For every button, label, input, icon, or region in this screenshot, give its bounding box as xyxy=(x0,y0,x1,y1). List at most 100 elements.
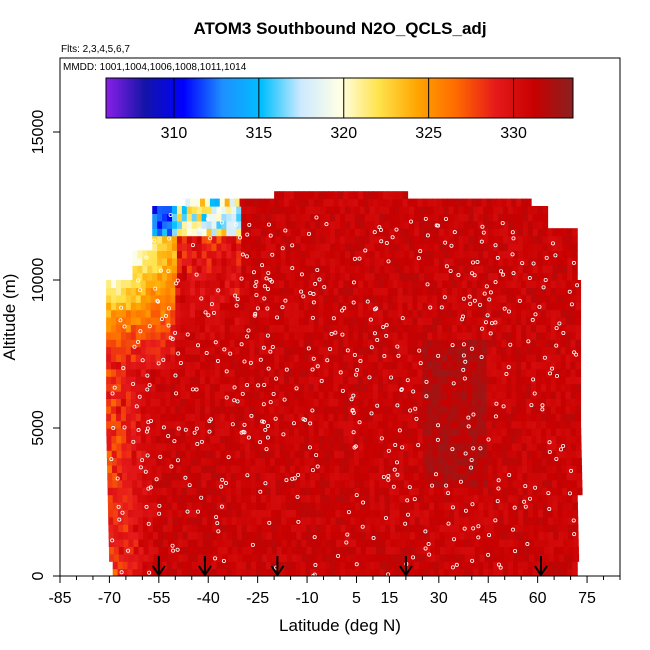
heatmap-cell xyxy=(442,331,448,340)
heatmap-cell xyxy=(205,442,211,451)
heatmap-cell xyxy=(414,235,420,244)
heatmap-cell xyxy=(516,302,522,311)
heatmap-cell xyxy=(279,405,285,414)
heatmap-cell xyxy=(109,553,115,562)
heatmap-cell xyxy=(545,287,552,296)
sample-point xyxy=(493,243,498,248)
heatmap-cell xyxy=(349,213,356,222)
heatmap-cell xyxy=(364,272,371,281)
heatmap-cell xyxy=(540,280,547,288)
heatmap-cell xyxy=(298,428,305,436)
heatmap-cell xyxy=(511,398,517,407)
heatmap-cell xyxy=(153,531,159,540)
heatmap-cell xyxy=(229,346,236,355)
heatmap-cell xyxy=(191,272,198,281)
heatmap-cell xyxy=(407,198,414,207)
heatmap-cell xyxy=(402,191,409,200)
heatmap-cell xyxy=(145,324,152,333)
heatmap-cell xyxy=(205,435,211,444)
heatmap-cell xyxy=(288,324,295,333)
heatmap-cell xyxy=(354,561,361,570)
heatmap-cell xyxy=(308,346,315,355)
heatmap-cell xyxy=(264,354,270,362)
heatmap-cell xyxy=(562,265,568,274)
heatmap-cell xyxy=(476,398,483,407)
heatmap-cell xyxy=(343,413,349,422)
heatmap-cell xyxy=(448,494,455,503)
heatmap-cell xyxy=(290,220,297,229)
heatmap-cell xyxy=(275,220,282,229)
heatmap-cell xyxy=(354,265,361,274)
heatmap-cell xyxy=(341,553,347,562)
heatmap-cell xyxy=(305,494,311,503)
sample-point xyxy=(428,305,433,310)
heatmap-cell xyxy=(545,376,552,385)
heatmap-cell xyxy=(519,553,525,562)
heatmap-cell xyxy=(398,457,405,466)
heatmap-cell xyxy=(200,331,206,340)
heatmap-cell xyxy=(392,368,399,377)
heatmap-cell xyxy=(353,435,360,444)
heatmap-cell xyxy=(403,457,409,466)
heatmap-cell xyxy=(358,302,364,311)
heatmap-cell xyxy=(521,361,527,370)
heatmap-cell xyxy=(259,287,265,296)
heatmap-cell xyxy=(280,465,286,473)
heatmap-cell xyxy=(522,206,529,214)
heatmap-cell xyxy=(518,539,525,547)
heatmap-cell xyxy=(428,494,435,503)
heatmap-cell xyxy=(241,516,248,525)
heatmap-cell xyxy=(389,516,396,525)
heatmap-cell xyxy=(461,361,468,370)
sample-point xyxy=(219,504,224,509)
heatmap-cell xyxy=(570,280,577,288)
heatmap-cell xyxy=(387,287,394,296)
heatmap-cell xyxy=(471,317,478,325)
heatmap-cell xyxy=(315,243,321,251)
heatmap-cell xyxy=(501,354,507,362)
heatmap-cell xyxy=(281,509,287,518)
heatmap-cell xyxy=(214,391,221,399)
heatmap-cell xyxy=(471,346,478,355)
heatmap-cell xyxy=(323,294,330,303)
heatmap-cell xyxy=(320,561,326,570)
heatmap-cell xyxy=(133,546,140,555)
heatmap-cell xyxy=(136,457,143,466)
heatmap-cell xyxy=(558,553,565,562)
heatmap-cell xyxy=(438,265,445,274)
heatmap-cell xyxy=(256,228,262,237)
sample-point xyxy=(308,421,313,426)
heatmap-cell xyxy=(335,265,341,274)
heatmap-cell xyxy=(338,442,345,451)
heatmap-cell xyxy=(488,561,494,570)
heatmap-cell xyxy=(527,206,534,214)
heatmap-cell xyxy=(231,568,237,576)
heatmap-cell xyxy=(234,346,241,355)
heatmap-cell xyxy=(246,206,252,214)
heatmap-cell xyxy=(172,494,178,503)
heatmap-cell xyxy=(353,383,359,392)
heatmap-cell xyxy=(201,228,208,237)
heatmap-cell xyxy=(274,435,280,444)
heatmap-cell xyxy=(318,346,325,355)
heatmap-cell xyxy=(176,568,183,576)
heatmap-cell xyxy=(422,324,428,333)
heatmap-cell xyxy=(447,339,453,348)
heatmap-cell xyxy=(466,354,473,362)
heatmap-cell xyxy=(200,317,206,325)
heatmap-cell xyxy=(368,361,374,370)
sample-point xyxy=(482,291,487,296)
heatmap-cell xyxy=(442,457,449,466)
heatmap-cell xyxy=(171,450,177,459)
heatmap-cell xyxy=(506,428,513,436)
heatmap-cell xyxy=(572,228,578,237)
heatmap-cell xyxy=(270,465,276,473)
heatmap-cell xyxy=(466,339,473,348)
heatmap-cell xyxy=(565,368,572,377)
heatmap-cell xyxy=(325,516,332,525)
heatmap-cell xyxy=(527,479,533,488)
sample-point xyxy=(395,344,400,349)
heatmap-cell xyxy=(309,442,315,451)
heatmap-cell xyxy=(428,272,435,281)
heatmap-cell xyxy=(293,420,300,429)
